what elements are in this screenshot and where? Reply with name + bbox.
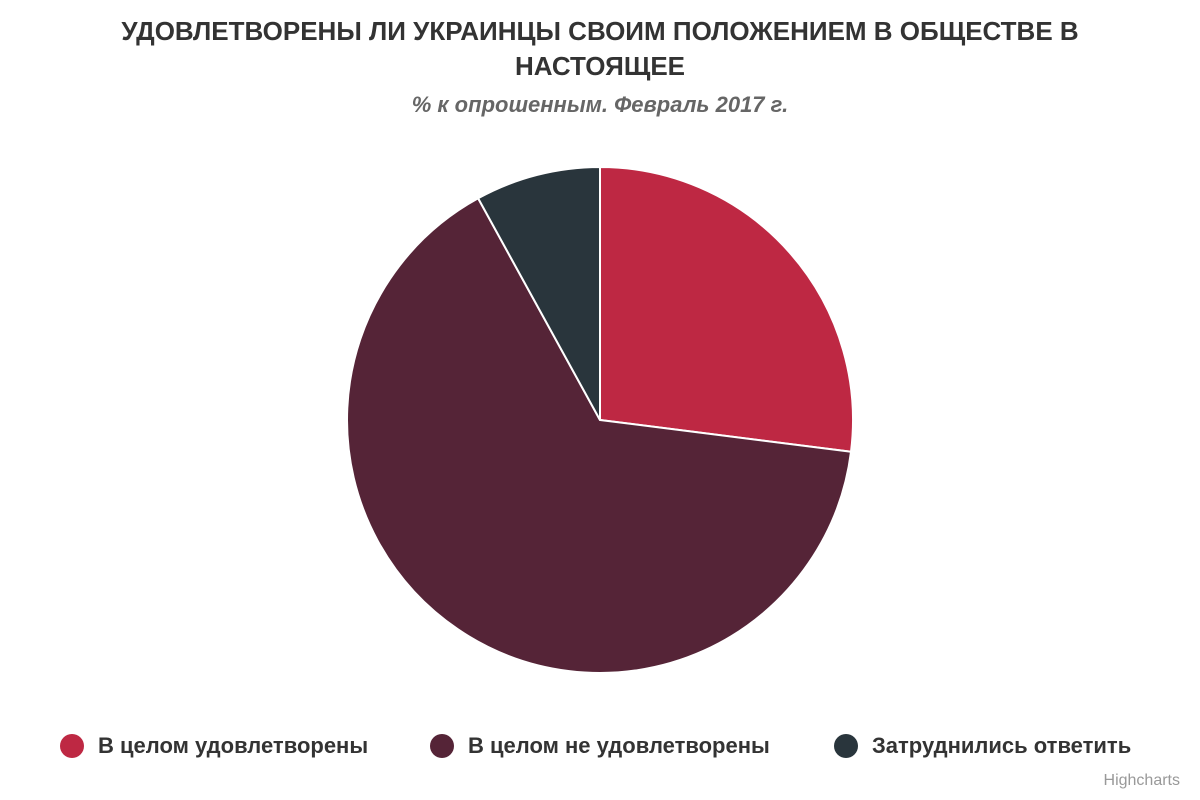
pie-slice-3[interactable] <box>477 166 601 421</box>
pie-slice-1[interactable] <box>599 166 854 453</box>
pie-slice-2[interactable] <box>346 197 853 674</box>
chart-title: УДОВЛЕТВОРЕНЫ ЛИ УКРАИНЦЫ СВОИМ ПОЛОЖЕНИ… <box>121 16 1079 81</box>
legend-item-hard-to-answer[interactable]: Затруднились ответить <box>834 728 1131 764</box>
legend-marker-icon <box>430 734 454 758</box>
chart-subtitle: % к опрошенным. Февраль 2017 г. <box>411 92 789 117</box>
legend-marker-icon <box>834 734 858 758</box>
legend-marker-icon <box>60 734 84 758</box>
credits-link[interactable]: Highcharts <box>1103 772 1180 789</box>
legend: В целом удовлетворены В целом не удовлет… <box>0 728 1200 764</box>
pie-slices <box>346 166 854 674</box>
legend-item-satisfied[interactable]: В целом удовлетворены <box>60 728 368 764</box>
pie-chart <box>346 166 854 674</box>
legend-label: В целом не удовлетворены <box>468 733 770 758</box>
legend-item-not-satisfied[interactable]: В целом не удовлетворены <box>430 728 770 764</box>
legend-label: Затруднились ответить <box>872 733 1132 758</box>
legend-label: В целом удовлетворены <box>98 733 369 758</box>
